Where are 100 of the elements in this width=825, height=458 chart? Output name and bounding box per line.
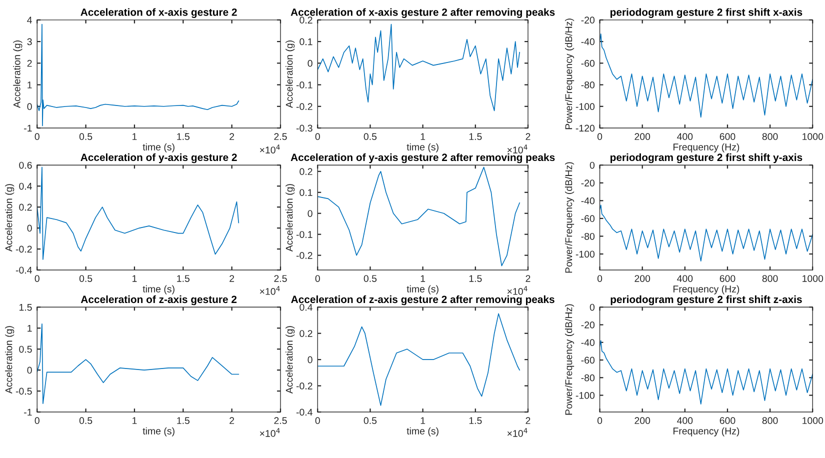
x-tick-label: 1.5: [177, 417, 190, 424]
x-tick-label: 2: [230, 133, 234, 140]
y-tick-label: -80: [581, 374, 595, 382]
x-tick-label: 0: [315, 275, 320, 282]
y-tick-label: -0.4: [296, 408, 312, 416]
line-series: [600, 204, 813, 262]
y-tick-label: 0: [27, 224, 32, 232]
x-tick-label: 2: [230, 275, 234, 282]
x-tick-label: 2: [526, 133, 530, 140]
text: ×10$^{4}$: [507, 286, 528, 295]
y-tick-label: 0.6: [19, 162, 32, 169]
y-tick-label: -80: [581, 232, 595, 240]
y-tick-label: -100: [576, 103, 595, 110]
x-tick-label: 0.5: [364, 417, 377, 424]
y-tick-label: 0.4: [19, 182, 32, 190]
x-tick-label: 400: [677, 417, 693, 424]
y-axis-title: Acceleration (g): [286, 184, 295, 252]
x-tick-label: 1: [132, 133, 137, 140]
x-tick-label: 2: [230, 417, 234, 424]
y-axis-title: Power/Frequency (dB/Hz): [565, 162, 574, 273]
x-tick-label: 400: [677, 275, 693, 282]
x-tick-label: 1: [420, 133, 426, 140]
x-tick-label: 0.5: [79, 275, 92, 282]
y-tick-label: 0.4: [300, 304, 312, 311]
chart-title: periodogram gesture 2 first shift z-axis: [610, 295, 802, 306]
line-series: [37, 24, 240, 126]
y-tick-label: 4: [27, 16, 32, 24]
line-series: [318, 313, 520, 406]
x-tick-label: 1: [132, 275, 137, 282]
y-tick-label: -1: [24, 124, 32, 132]
y-tick-label: 0: [308, 60, 312, 67]
x-tick-label: 0.5: [364, 275, 377, 282]
chart-title: Acceleration of y-axis gesture 2: [80, 153, 237, 164]
line-series: [37, 166, 240, 260]
y-tick-label: -100: [576, 392, 595, 399]
x-tick-label: 1.5: [177, 275, 190, 282]
x-tick-label: 200: [634, 417, 650, 424]
y-tick-label: 1: [28, 82, 32, 88]
x-tick-label: 2.5: [274, 417, 287, 424]
y-tick-label: -60: [581, 356, 595, 364]
y-axis-title: Acceleration (g): [5, 326, 14, 394]
x-axis-title: time (s): [142, 143, 174, 152]
text: ×10$^{4}$: [260, 428, 280, 437]
y-tick-label: 3: [27, 38, 32, 46]
y-axis-title: Acceleration (g): [286, 326, 295, 394]
x-tick-label: 2: [526, 417, 530, 424]
line-series: [318, 24, 520, 112]
line-series: [37, 323, 240, 404]
y-tick-label: 0: [308, 356, 312, 364]
x-tick-label: 0: [597, 275, 602, 282]
y-tick-label: 2: [27, 60, 32, 67]
x-tick-label: 0: [34, 417, 40, 424]
x-tick-label: 200: [634, 275, 650, 282]
y-tick-label: 1.5: [19, 304, 32, 311]
x-tick-label: 0: [34, 275, 40, 282]
y-tick-label: -0.2: [16, 246, 32, 253]
chart-title: Acceleration of z-axis gesture 2 after removing peaks: [291, 295, 554, 306]
y-tick-label: 0.2: [300, 330, 312, 337]
x-tick-label: 2: [526, 275, 530, 282]
y-tick-label: -60: [581, 60, 595, 67]
x-tick-label: 1000: [802, 275, 824, 282]
x-axis-title: time (s): [142, 285, 174, 294]
y-tick-label: -80: [581, 82, 595, 88]
x-tick-label: 1000: [802, 417, 824, 424]
chart-title: Acceleration of z-axis gesture 2: [80, 295, 237, 306]
line-series: [600, 340, 813, 405]
y-tick-label: -0.5: [16, 388, 32, 395]
y-tick-label: -20: [581, 16, 595, 24]
x-tick-label: 0: [315, 133, 320, 140]
x-tick-label: 800: [762, 275, 778, 282]
chart-title: Acceleration of y-axis gesture 2 after removing peaks: [290, 153, 555, 164]
y-tick-label: -0.4: [16, 266, 32, 274]
chart-title: Acceleration of x-axis gesture 2: [80, 8, 237, 18]
text: ×10$^{4}$: [507, 428, 528, 437]
y-tick-label: 0: [590, 304, 595, 311]
x-tick-label: 1: [420, 417, 426, 424]
x-tick-label: 600: [720, 417, 736, 424]
y-tick-label: -20: [581, 321, 595, 328]
x-tick-label: 600: [720, 275, 736, 282]
y-tick-label: -0.2: [296, 252, 312, 259]
y-tick-label: -40: [581, 38, 595, 46]
y-tick-label: 0.5: [19, 346, 32, 353]
chart-title: periodogram gesture 2 first shift x-axis: [610, 8, 802, 18]
x-tick-label: 1: [420, 275, 426, 282]
y-axis-title: Acceleration (g): [5, 184, 14, 252]
y-tick-label: 0.2: [19, 204, 32, 211]
y-tick-label: 0.1: [300, 189, 312, 196]
chart-title: periodogram gesture 2 first shift y-axis: [610, 153, 802, 164]
y-tick-label: 0: [590, 162, 595, 169]
x-tick-label: 2.5: [274, 275, 287, 282]
x-tick-label: 0: [34, 133, 40, 140]
y-axis-title: Power/Frequency (dB/Hz): [565, 18, 574, 130]
y-tick-label: -0.1: [296, 231, 312, 238]
x-axis-title: time (s): [406, 285, 438, 294]
text: ×10$^{4}$: [260, 286, 280, 295]
y-tick-label: 0: [27, 103, 32, 110]
x-tick-label: 0.5: [364, 133, 377, 140]
y-tick-label: -0.1: [296, 82, 312, 88]
x-tick-label: 0: [597, 417, 602, 424]
text: ×10$^{4}$: [260, 144, 280, 154]
